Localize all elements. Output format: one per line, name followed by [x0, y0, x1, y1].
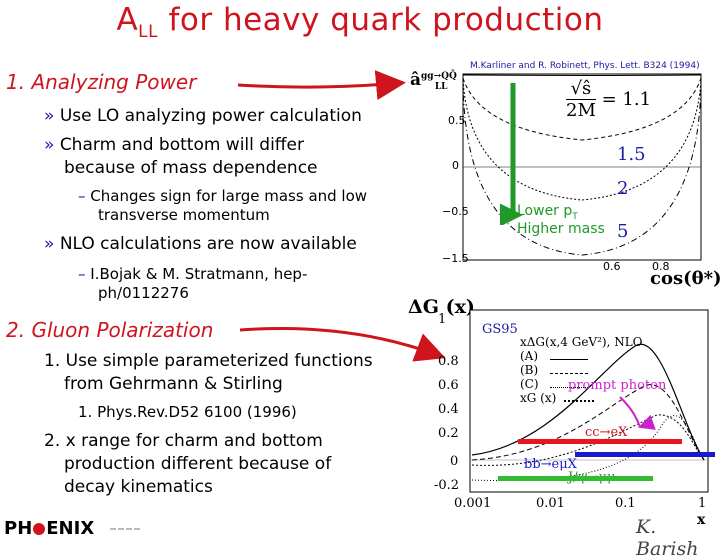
plot2-legend: (A) (B) (C) xG (x): [520, 349, 595, 405]
slide-title: ALL for heavy quark production: [116, 2, 604, 43]
plot1-ytick: −1.5: [442, 252, 469, 265]
legend-xg: xG (x): [520, 391, 595, 405]
bar-bb: [575, 452, 715, 457]
plot2-ytick: -0.2: [434, 478, 459, 493]
plot1-ytick: 0: [452, 159, 459, 172]
plot2-legend-title: xΔG(x,4 GeV²), NLO: [520, 335, 643, 349]
plot2-x-range-bars: [498, 396, 715, 481]
plot1-green-arrow: [500, 83, 523, 225]
bullet-nlo: » NLO calculations are now available: [44, 234, 357, 254]
plot2-xtick: 0.001: [454, 496, 491, 511]
plot1-label-2: 2: [617, 178, 629, 199]
plot1-label-1.5: 1.5: [617, 144, 646, 165]
plot1-formula: √ŝ 2M = 1.1: [566, 78, 652, 121]
photon-arrow: [619, 396, 656, 430]
plot2-xtick: 0.01: [536, 496, 565, 511]
bar-jpsi: [498, 476, 653, 481]
plot1-xtick: 0.8: [652, 260, 670, 273]
plot1-lower-pt: Lower pT: [517, 203, 578, 222]
plot1-label-5: 5: [617, 221, 629, 242]
plot1-higher-mass: Higher mass: [517, 221, 605, 237]
item-physrev: 1. Phys.Rev.D52 6100 (1996): [78, 403, 297, 421]
plot1-xtick: 0.6: [603, 260, 621, 273]
plot2-curve-xg: [471, 415, 705, 482]
item-parameterized: 1. Use simple parameterized functions fr…: [44, 351, 373, 394]
plot2-ytick: 0.2: [438, 426, 459, 441]
section2-heading: 2. Gluon Polarization: [6, 318, 214, 342]
bullet-charm-bottom: » Charm and bottom will differ because o…: [44, 135, 318, 178]
legend-a: (A): [520, 349, 594, 363]
legend-b: (B): [520, 363, 594, 377]
subbullet-bojak: – I.Bojak & M. Stratmann, hep- ph/011227…: [78, 265, 308, 302]
plot1-citation: M.Karliner and R. Robinett, Phys. Lett. …: [470, 61, 700, 71]
bullet-lo: » Use LO analyzing power calculation: [44, 106, 362, 126]
phenix-logo: PH ENIX: [4, 518, 95, 539]
section1-heading: 1. Analyzing Power: [6, 70, 197, 94]
plot2-ytick: 0.8: [438, 354, 459, 369]
plot2-dataset: GS95: [482, 322, 518, 337]
plot2-curve-b: [471, 384, 705, 461]
plot2-ytick: 1: [438, 312, 446, 327]
plot2-annot-cc: cc→eX: [585, 425, 628, 440]
footer-divider: [110, 528, 140, 530]
plot2-xtick: 0.1: [615, 496, 636, 511]
plot2-ylabel: ΔG (x): [408, 296, 475, 318]
plot1-ylabel: âgg→QQ̄LL: [410, 70, 457, 93]
plot1-ytick: −0.5: [442, 205, 469, 218]
legend-c: (C): [520, 377, 594, 391]
plot2-ytick: 0: [450, 454, 458, 469]
author: K. Barish: [636, 516, 699, 560]
plot1-curve-5: [462, 81, 702, 256]
pointer-arrows: [237, 70, 446, 362]
plot1-analyzing-power: 0.5 0 −0.5 −1.5 0.6 0.8: [442, 73, 702, 273]
plot1-curve-1.5: [462, 77, 702, 141]
plot2-annot-photon: prompt photon: [568, 378, 667, 393]
plot1-ytick: 0.5: [448, 114, 466, 127]
arrow-gluon: [239, 326, 446, 362]
arrow-analyzing: [237, 70, 406, 101]
plot1-curve-2: [462, 79, 702, 201]
phenix-logo-dot-icon: [33, 523, 46, 535]
plot2-xlabel: x: [697, 512, 706, 528]
plot2-curve-a: [471, 343, 705, 461]
subbullet-sign: – Changes sign for large mass and low tr…: [78, 187, 368, 224]
plot2-ytick: 0.6: [438, 378, 459, 393]
item-x-range: 2. x range for charm and bottom producti…: [44, 431, 332, 497]
plot2-ytick: 0.4: [438, 402, 459, 417]
plot2-annot-bb: bb→eμX: [524, 457, 577, 472]
plot1-xlabel: cos(θ*): [650, 268, 720, 289]
plot1-curve-1.1: [462, 74, 702, 76]
plot2-xtick: 1: [698, 496, 706, 511]
bar-cc: [518, 439, 682, 444]
